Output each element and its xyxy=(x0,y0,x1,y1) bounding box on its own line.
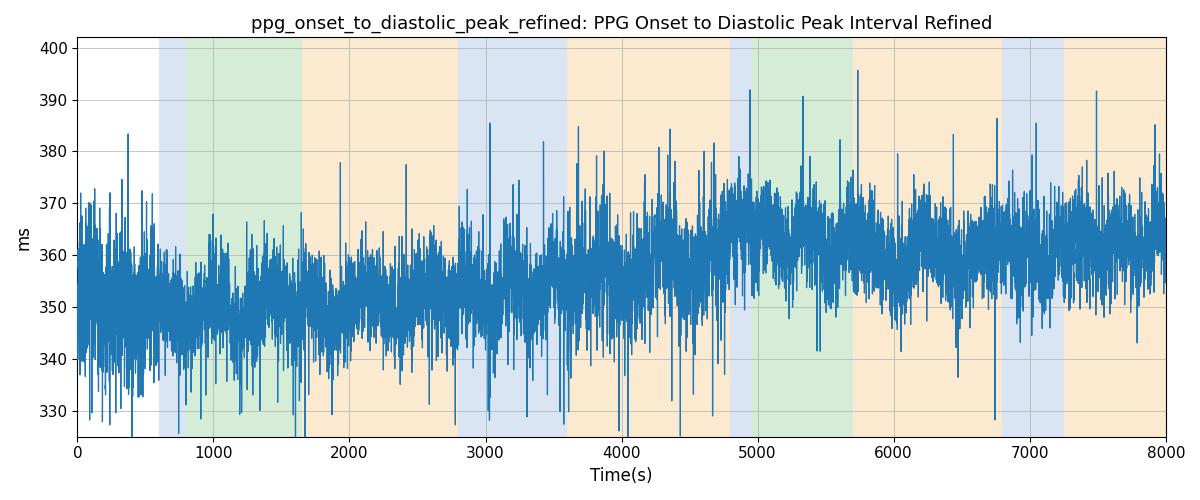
Bar xyxy=(568,38,731,436)
Bar xyxy=(853,38,1002,436)
X-axis label: Time(s): Time(s) xyxy=(590,467,653,485)
Y-axis label: ms: ms xyxy=(14,224,34,250)
Bar xyxy=(302,38,458,436)
Bar xyxy=(458,38,568,436)
Bar xyxy=(186,38,302,436)
Bar xyxy=(1002,38,1063,436)
Bar xyxy=(1063,38,1165,436)
Bar xyxy=(731,38,752,436)
Bar xyxy=(752,38,853,436)
Title: ppg_onset_to_diastolic_peak_refined: PPG Onset to Diastolic Peak Interval Refine: ppg_onset_to_diastolic_peak_refined: PPG… xyxy=(251,15,992,34)
Bar xyxy=(160,38,186,436)
